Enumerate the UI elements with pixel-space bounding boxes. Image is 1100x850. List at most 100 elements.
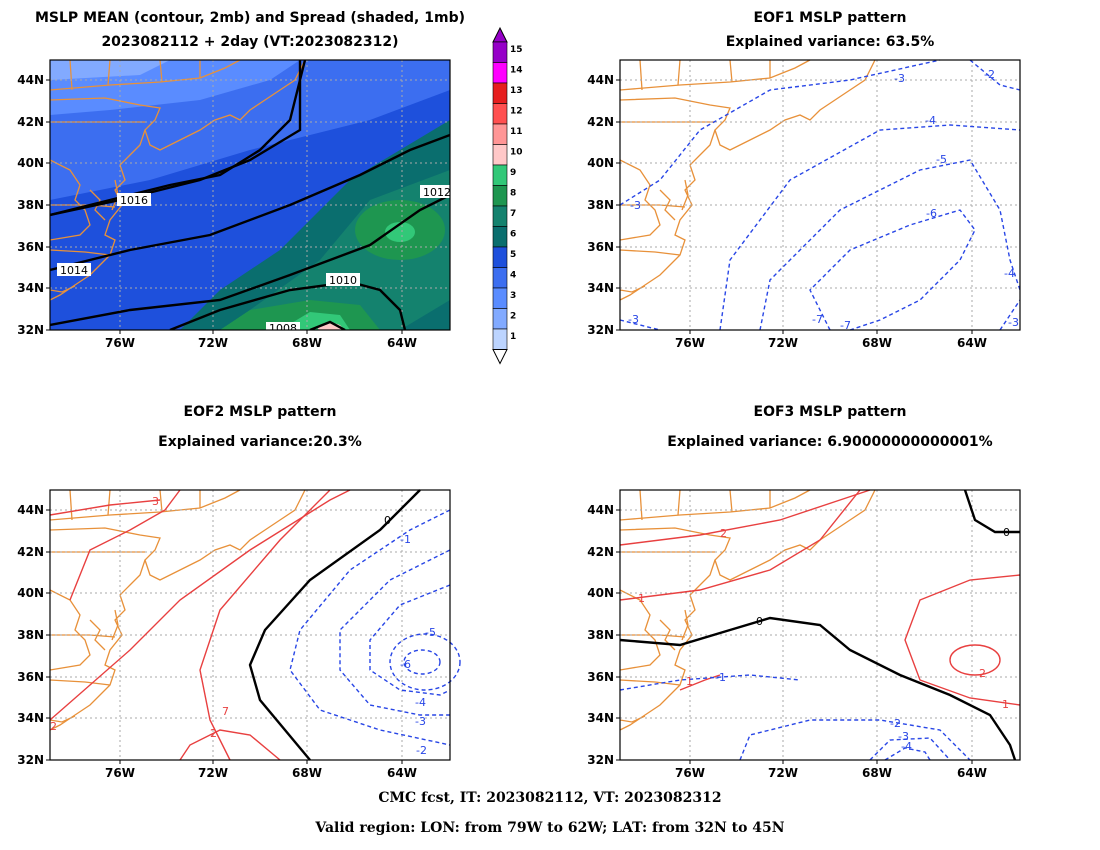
contour-label: -2 — [984, 68, 995, 81]
colorbar: 15 14 13 12 11 10 9 8 7 6 5 4 3 2 1 — [492, 26, 523, 365]
contour-label: -3 — [415, 715, 426, 728]
lat-tick-label: 34N — [587, 281, 614, 295]
footer-line1: CMC fcst, IT: 2023082112, VT: 2023082312 — [378, 790, 722, 806]
contour-label: 3 — [152, 495, 159, 508]
contour-label: -4 — [1004, 267, 1015, 280]
eof2-positive-contours — [49, 489, 351, 761]
lat-tick-label: 38N — [587, 198, 614, 212]
contour-label: -5 — [425, 626, 436, 639]
colorbar-swatch — [492, 185, 508, 207]
colorbar-swatch — [492, 164, 508, 186]
contour-label: 2 — [979, 667, 986, 680]
panel3-title: EOF2 MSLP pattern Explained variance:20.3… — [158, 404, 362, 450]
lat-tick-label: 36N — [17, 240, 44, 254]
panel4-title: EOF3 MSLP pattern Explained variance: 6.9… — [667, 404, 993, 450]
colorbar-swatch — [492, 41, 508, 63]
lat-tick-label: 40N — [17, 156, 44, 170]
eof3-zero-contour — [619, 489, 1020, 761]
lon-tick-label: 76W — [105, 766, 135, 780]
colorbar-swatch — [492, 82, 508, 104]
contour-label: -4 — [415, 696, 426, 709]
lon-tick-label: 76W — [105, 336, 135, 350]
mslp-mean-contours — [50, 60, 450, 330]
colorbar-label: 13 — [510, 86, 523, 96]
contour-label: 1 — [638, 592, 645, 605]
colorbar-label: 6 — [510, 230, 516, 240]
lon-tick-label: 68W — [292, 766, 322, 780]
lon-tick-label: 72W — [768, 766, 798, 780]
footer-line2: Valid region: LON: from 79W to 62W; LAT:… — [315, 820, 785, 836]
spread-shading-9 — [385, 222, 415, 242]
lat-tick-label: 36N — [587, 240, 614, 254]
contour-label: -7 — [812, 313, 823, 326]
contour-label: 2 — [50, 720, 57, 733]
contour-label-1016: 1016 — [120, 194, 148, 207]
lat-tick-label: 38N — [17, 198, 44, 212]
colorbar-label: 2 — [510, 312, 516, 322]
lat-tick-label: 36N — [587, 670, 614, 684]
lat-tick-label: 42N — [587, 115, 614, 129]
lat-tick-label: 44N — [587, 73, 614, 87]
lat-tick-label: 44N — [17, 73, 44, 87]
colorbar-label: 5 — [510, 250, 516, 260]
colorbar-swatch — [492, 328, 508, 350]
colorbar-swatch — [492, 103, 508, 125]
lon-tick-label: 72W — [768, 336, 798, 350]
colorbar-swatch — [492, 205, 508, 227]
contour-label: 0 — [756, 615, 763, 628]
contour-label: 1 — [1002, 698, 1009, 711]
panel2-title: EOF1 MSLP pattern Explained variance: 63.… — [725, 10, 935, 50]
eof3-negative-contours — [619, 674, 971, 761]
panel1-map: 1016 1014 1012 1010 1008 — [49, 59, 451, 331]
contour-label: -4 — [925, 114, 936, 127]
axes-labels: 44N 42N 40N 38N 36N 34N 32N 76W 72W 68W 64W 44N 42N 4… — [17, 73, 987, 780]
lat-tick-label: 40N — [17, 586, 44, 600]
contour-label: -3 — [628, 313, 639, 326]
lat-tick-label: 42N — [17, 545, 44, 559]
lat-tick-label: 32N — [587, 323, 614, 337]
colorbar-label: 10 — [510, 148, 523, 158]
contour-label: -3 — [1008, 316, 1019, 329]
contour-label: 2 — [210, 727, 217, 740]
contour-label: 2 — [720, 527, 727, 540]
contour-label: -1 — [715, 671, 726, 684]
contour-label: -6 — [926, 207, 937, 220]
contour-label: 7 — [222, 705, 229, 718]
contour-label: -3 — [898, 730, 909, 743]
lon-tick-label: 68W — [862, 766, 892, 780]
lat-tick-label: 32N — [587, 753, 614, 767]
colorbar-swatch — [492, 62, 508, 84]
contour-label: -5 — [936, 153, 947, 166]
lon-tick-label: 68W — [292, 336, 322, 350]
lat-tick-label: 32N — [17, 323, 44, 337]
eof2-negative-contours — [289, 509, 461, 746]
colorbar-swatch — [492, 123, 508, 145]
panel4-map: 2 0 1 0 -1 1 -2 -3 -4 2 1 — [619, 489, 1021, 761]
lon-tick-label: 68W — [862, 336, 892, 350]
lat-tick-label: 32N — [17, 753, 44, 767]
colorbar-label: 4 — [510, 271, 516, 281]
spread-shading-2 — [50, 60, 170, 80]
contour-label: 1 — [686, 675, 693, 688]
colorbar-label: 7 — [510, 209, 516, 219]
lat-tick-label: 34N — [587, 711, 614, 725]
eof2-zero-contour — [248, 489, 421, 761]
colorbar-swatch — [492, 308, 508, 330]
lon-tick-label: 72W — [198, 766, 228, 780]
contour-label: -6 — [400, 658, 411, 671]
colorbar-max-arrow — [492, 26, 508, 43]
lat-tick-label: 44N — [587, 503, 614, 517]
contour-label: -4 — [901, 740, 912, 753]
lon-tick-label: 72W — [198, 336, 228, 350]
lat-tick-label: 44N — [17, 503, 44, 517]
lon-tick-label: 76W — [675, 766, 705, 780]
lon-tick-label: 76W — [675, 336, 705, 350]
panel3-map: 3 0 -1 -5 -6 -4 -3 -2 7 2 2 — [49, 489, 461, 761]
contour-label-1012: 1012 — [423, 186, 451, 199]
lat-tick-label: 34N — [17, 711, 44, 725]
colorbar-label: 3 — [510, 291, 516, 301]
colorbar-label: 15 — [510, 45, 523, 55]
contour-label: 0 — [384, 514, 391, 527]
lat-tick-label: 36N — [17, 670, 44, 684]
colorbar-label: 14 — [510, 66, 523, 76]
